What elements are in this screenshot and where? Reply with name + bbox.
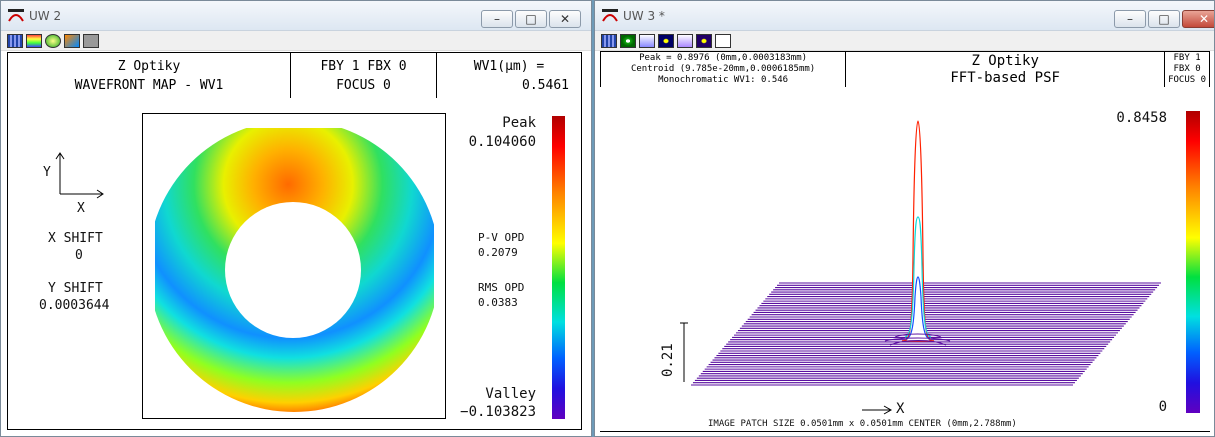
wavelength-info: Monochromatic WV1: 0.546 (658, 75, 789, 85)
focus-label: FOCUS 0 (1168, 75, 1207, 85)
plot-header: Z Optiky WAVEFRONT MAP - WV1 FBY 1 FBX 0… (7, 52, 582, 99)
grid-icon[interactable] (7, 33, 23, 48)
valley-value: −0.103823 (460, 404, 536, 420)
x-axis-label: X (896, 401, 905, 417)
dot-icon[interactable] (696, 33, 712, 48)
app-name: Z Optiky (971, 52, 1039, 69)
maximize-button[interactable]: □ (1148, 10, 1180, 28)
colorbar-min: 0 (1158, 399, 1167, 415)
psf-surface (680, 120, 1161, 415)
window-title: UW 3 * (623, 9, 665, 23)
settings-icon[interactable] (639, 33, 655, 48)
peak-value: 0.104060 (468, 134, 536, 150)
x-shift-value: 0 (75, 248, 83, 263)
tools-icon[interactable] (83, 33, 99, 48)
app-name: Z Optiky (117, 58, 181, 74)
x-shift-label: X SHIFT (48, 231, 103, 246)
toolbar (1, 31, 591, 51)
image-icon[interactable] (64, 33, 80, 48)
title-bar[interactable]: UW 2 – □ ✕ (1, 1, 591, 31)
minimize-button[interactable]: – (1114, 10, 1146, 28)
plot-title: FFT-based PSF (950, 69, 1060, 86)
centroid-info: Centroid (9.785e-20mm,0.0006185mm) (630, 64, 816, 74)
plot-title: WAVEFRONT MAP - WV1 (74, 77, 224, 93)
close-button[interactable]: ✕ (1182, 10, 1214, 28)
minimize-button[interactable]: – (481, 10, 513, 28)
zemax-app-icon (602, 9, 618, 22)
psf-peak (901, 120, 935, 342)
target-icon[interactable] (620, 33, 636, 48)
psf-mesh-lines (691, 282, 1161, 386)
wavefront-window: UW 2 – □ ✕ Z Optiky WAVEFRONT MAP - WV1 … (0, 0, 592, 437)
peak-label: Peak (502, 115, 536, 131)
y-shift-label: Y SHIFT (48, 281, 103, 296)
valley-label: Valley (485, 386, 536, 402)
chart-icon[interactable] (677, 33, 693, 48)
globe-icon[interactable] (45, 33, 61, 48)
wavelength-label: WV1(μm) = (473, 58, 545, 74)
spot-icon[interactable] (658, 33, 674, 48)
peak-info: Peak = 0.8976 (0mm,0.0003183mm) (639, 53, 808, 63)
pv-opd-value: 0.2079 (478, 246, 518, 259)
x-axis-label: X (77, 201, 85, 216)
rms-opd-value: 0.0383 (478, 296, 518, 309)
psf-colorbar (1186, 111, 1200, 413)
close-button[interactable]: ✕ (549, 10, 581, 28)
fby-label: FBY 1 (1173, 53, 1201, 63)
psf-plot-area: 0.21 X IMAGE PATCH SIZE 0.0501mm x 0.050… (600, 87, 1210, 432)
text-icon[interactable] (26, 33, 42, 48)
wavefront-map (142, 113, 446, 419)
zemax-app-icon (8, 9, 24, 22)
focus-label: FOCUS 0 (336, 77, 391, 93)
plot-header: Peak = 0.8976 (0mm,0.0003183mm) Centroid… (600, 51, 1210, 88)
field-label: FBY 1 FBX 0 (320, 58, 407, 74)
fbx-label: FBX 0 (1173, 64, 1201, 74)
title-bar[interactable]: UW 3 * – □ ✕ (595, 1, 1214, 31)
peak-icon[interactable] (715, 33, 731, 48)
maximize-button[interactable]: □ (515, 10, 547, 28)
wavefront-plot-area: Y X X SHIFT 0 Y SHIFT 0.0003644 (7, 98, 582, 430)
y-axis-label: Y (43, 165, 51, 180)
grid-icon[interactable] (601, 33, 617, 48)
patch-size-footer: IMAGE PATCH SIZE 0.0501mm x 0.0501mm CEN… (708, 419, 1017, 429)
wavefront-image (143, 114, 445, 418)
psf-window: UW 3 * – □ ✕ Peak = 0.8976 (0mm,0.000318… (594, 0, 1215, 437)
pv-opd-label: P-V OPD (478, 231, 525, 244)
colorbar-max: 0.8458 (1116, 110, 1167, 126)
wavelength-value: 0.5461 (522, 77, 569, 93)
rms-opd-label: RMS OPD (478, 281, 525, 294)
scale-label: 0.21 (660, 343, 676, 377)
toolbar (595, 31, 1214, 51)
axis-indicator (55, 152, 104, 199)
y-shift-value: 0.0003644 (39, 298, 110, 313)
wavefront-colorbar (552, 116, 565, 419)
window-title: UW 2 (29, 9, 62, 23)
